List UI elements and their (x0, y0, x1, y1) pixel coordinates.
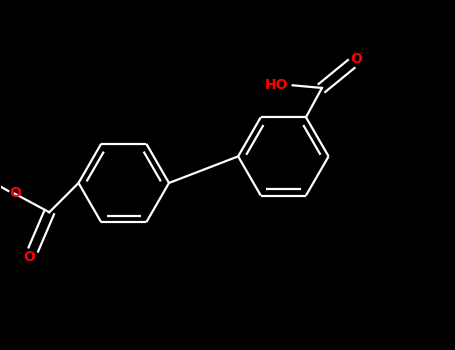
Text: HO: HO (265, 78, 288, 92)
Text: O: O (23, 251, 35, 265)
Text: O: O (9, 186, 20, 199)
Text: O: O (351, 52, 363, 66)
